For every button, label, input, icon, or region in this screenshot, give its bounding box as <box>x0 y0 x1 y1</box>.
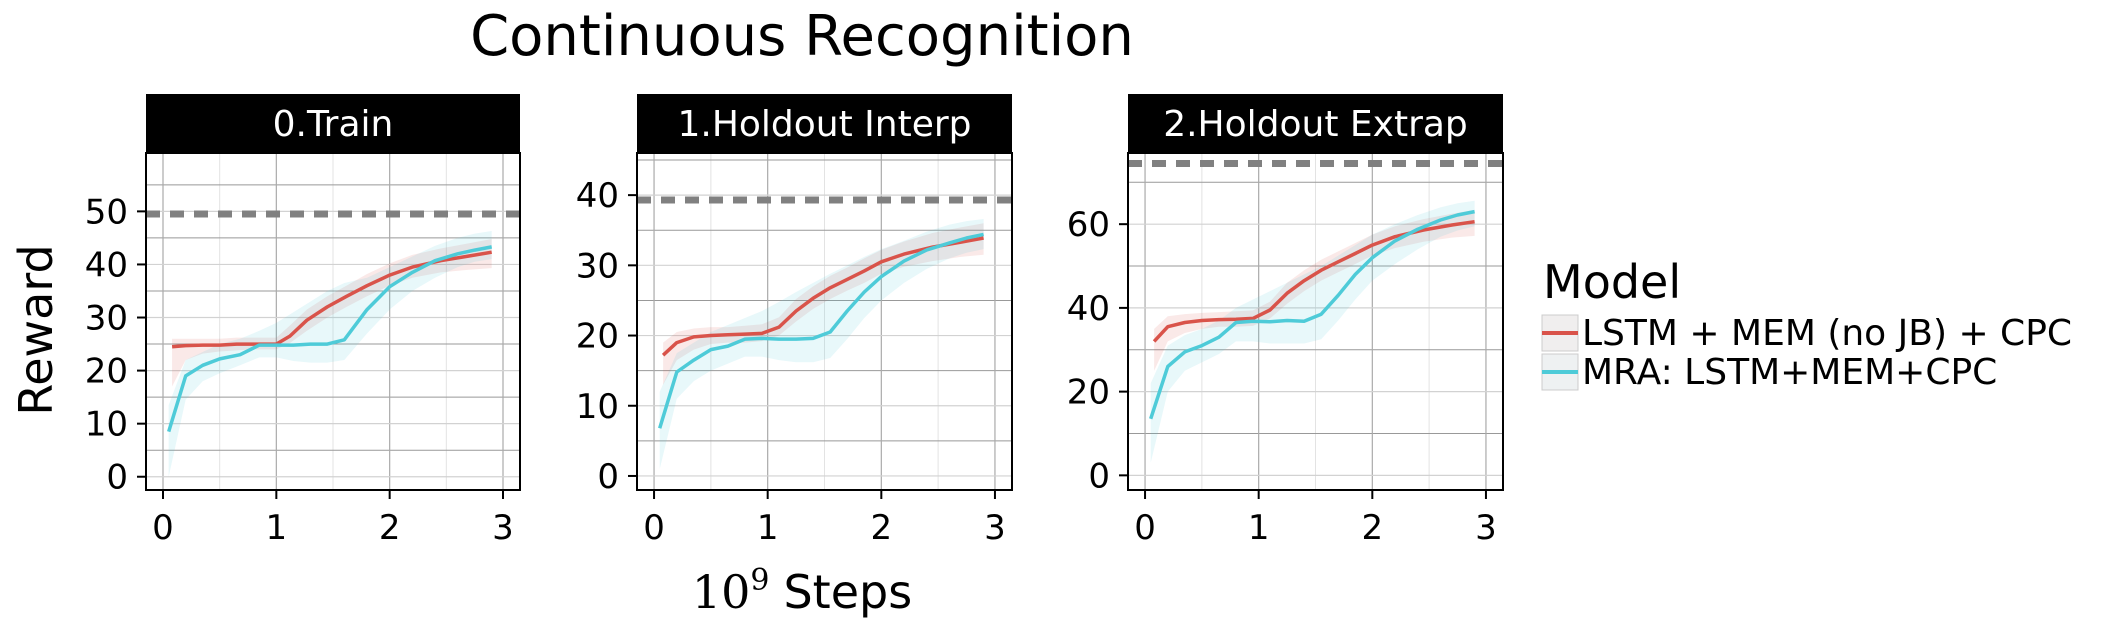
legend-label-mra: MRA: LSTM+MEM+CPC <box>1582 352 1997 393</box>
panel-strip <box>146 94 520 153</box>
legend-label-lstm: LSTM + MEM (no JB) + CPC <box>1582 313 2072 354</box>
series-line-lstm-mem-no-jb-cpc <box>171 250 492 349</box>
band-lstm-mem-no-jb-cpc <box>663 223 984 385</box>
panel-strip-title: 2.Holdout Extrap <box>1163 104 1468 145</box>
y-tick-label: 60 <box>1067 205 1110 245</box>
panel-strip-title: 0.Train <box>273 104 394 145</box>
y-tick-label: 0 <box>1088 456 1110 496</box>
panel-2: 2.Holdout Extrap 0 1 2 3 0 20 40 60 <box>1067 94 1504 548</box>
figure-title: Continuous Recognition <box>470 4 1134 69</box>
y-tick-label: 40 <box>85 245 128 285</box>
series-line-lstm-mem-no-jb-cpc <box>661 236 984 357</box>
series-line-mra-lstm-mem-cpc <box>1149 209 1475 420</box>
x-tick-label: 2 <box>870 508 892 548</box>
y-tick-label: 30 <box>576 246 619 286</box>
x-tick-label: 0 <box>152 508 174 548</box>
y-axis-label: Reward <box>9 244 63 415</box>
band-mra-lstm-mem-cpc <box>168 231 492 477</box>
x-tick-label: 3 <box>984 508 1006 548</box>
x-tick-label: 1 <box>266 508 288 548</box>
plot-frame <box>1127 152 1504 491</box>
y-tick-label: 20 <box>85 352 128 392</box>
legend: Model LSTM + MEM (no JB) + CPC MRA: LSTM… <box>1541 255 2072 393</box>
panel-strip <box>1128 94 1503 153</box>
x-axis-label: 109 Steps <box>692 563 912 619</box>
y-tick-label: 50 <box>85 192 128 232</box>
plot-frame <box>636 152 1013 491</box>
band-lstm-mem-no-jb-cpc <box>172 238 492 387</box>
y-tick-label: 10 <box>85 405 128 445</box>
series-line-lstm-mem-no-jb-cpc <box>1152 219 1475 343</box>
x-tick-label: 2 <box>379 508 401 548</box>
panel-strip <box>637 94 1012 153</box>
x-tick-label: 3 <box>492 508 514 548</box>
y-tick-label: 40 <box>576 176 619 216</box>
y-tick-label: 10 <box>576 387 619 427</box>
panel-strip-title: 1.Holdout Interp <box>677 104 971 145</box>
y-tick-label: 40 <box>1067 289 1110 329</box>
x-tick-label: 2 <box>1361 508 1383 548</box>
series-line-mra-lstm-mem-cpc <box>167 245 493 433</box>
x-tick-label: 1 <box>757 508 779 548</box>
band-mra-lstm-mem-cpc <box>1150 200 1475 463</box>
y-tick-label: 0 <box>597 457 619 497</box>
series-line-mra-lstm-mem-cpc <box>658 232 984 429</box>
band-mra-lstm-mem-cpc <box>659 218 984 469</box>
x-tick-label: 0 <box>643 508 665 548</box>
y-tick-label: 0 <box>106 458 128 498</box>
y-tick-label: 30 <box>85 299 128 339</box>
y-tick-label: 20 <box>576 317 619 357</box>
y-tick-label: 20 <box>1067 373 1110 413</box>
plot-frame <box>145 152 521 491</box>
x-tick-label: 1 <box>1248 508 1270 548</box>
x-tick-label: 3 <box>1475 508 1497 548</box>
x-tick-label: 0 <box>1134 508 1156 548</box>
legend-title: Model <box>1543 255 1681 309</box>
